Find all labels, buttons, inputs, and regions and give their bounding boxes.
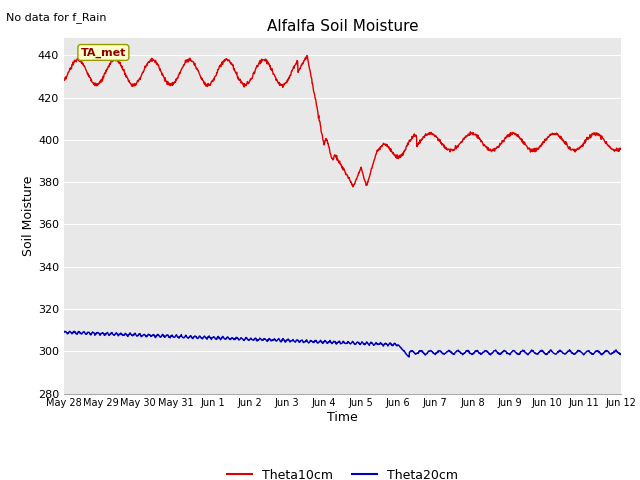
- Theta10cm: [378, 143, 385, 149]
- Y-axis label: Soil Moisture: Soil Moisture: [22, 176, 35, 256]
- Theta20cm: [297, 338, 305, 344]
- Theta10cm: [308, 81, 316, 86]
- Title: Alfalfa Soil Moisture: Alfalfa Soil Moisture: [267, 20, 418, 35]
- Theta10cm: [303, 53, 311, 59]
- Theta20cm: [617, 351, 625, 357]
- Theta20cm: [104, 330, 111, 336]
- Theta10cm: [126, 80, 134, 85]
- Theta20cm: [318, 339, 326, 345]
- Legend: Theta10cm, Theta20cm: Theta10cm, Theta20cm: [222, 464, 463, 480]
- Line: Theta10cm: Theta10cm: [64, 56, 621, 187]
- Theta10cm: [60, 77, 68, 83]
- Line: Theta20cm: Theta20cm: [64, 331, 621, 357]
- Theta10cm: [318, 132, 326, 137]
- Text: No data for f_Rain: No data for f_Rain: [6, 12, 107, 23]
- Text: TA_met: TA_met: [81, 48, 126, 58]
- Theta20cm: [308, 338, 316, 344]
- Theta20cm: [70, 328, 78, 334]
- Theta10cm: [617, 145, 625, 151]
- Theta10cm: [296, 66, 304, 72]
- Theta20cm: [126, 330, 134, 336]
- Theta20cm: [378, 341, 385, 347]
- Theta20cm: [60, 329, 68, 335]
- Theta10cm: [103, 66, 111, 72]
- Theta10cm: [349, 184, 357, 190]
- Theta20cm: [405, 354, 413, 360]
- X-axis label: Time: Time: [327, 411, 358, 424]
